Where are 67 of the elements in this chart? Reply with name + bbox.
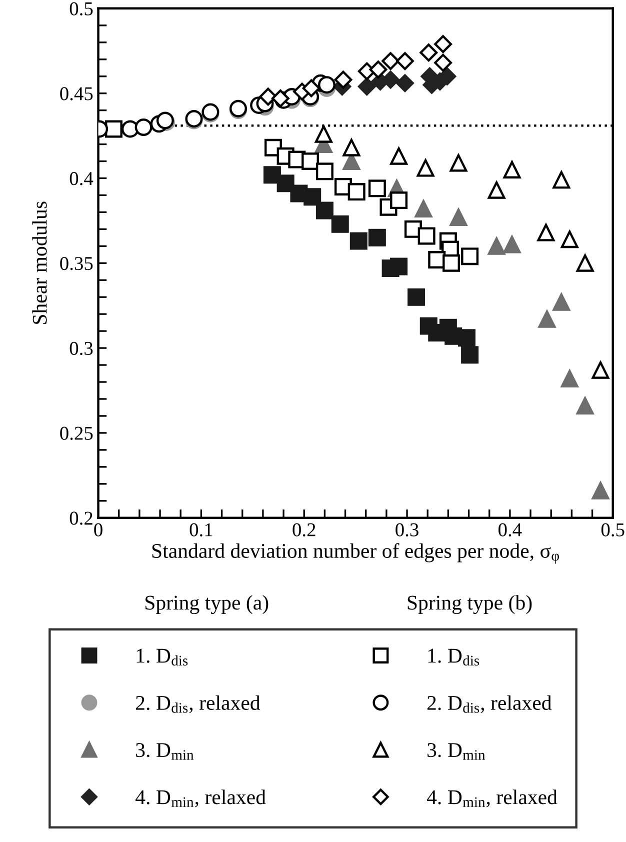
- point: [434, 35, 452, 54]
- point: [331, 215, 349, 233]
- point: [369, 60, 388, 79]
- x-tick-label: 0.2: [292, 523, 316, 536]
- legend-label: 1. D$_{dis}$: [428, 648, 480, 666]
- legend-label: 4. D$_{min}$, relaxed: [135, 790, 266, 808]
- point: [259, 88, 278, 106]
- point: [576, 397, 594, 415]
- point: [552, 293, 570, 311]
- legend-label: 3. D$_{min}$: [428, 743, 486, 760]
- text: Spring type (b): [408, 595, 532, 614]
- point: [442, 254, 460, 272]
- y-axis-title: Shear modulus: [32, 202, 47, 324]
- legend-label: 2. D$_{dis}$, relaxed: [427, 695, 552, 713]
- point: [276, 174, 294, 192]
- point: [368, 180, 386, 198]
- point: [408, 288, 426, 306]
- point: [318, 76, 336, 94]
- point: [316, 162, 334, 180]
- point: [382, 52, 400, 70]
- point: [390, 192, 408, 210]
- point: [560, 370, 578, 388]
- point: [104, 120, 122, 138]
- point: [314, 125, 332, 143]
- x-tick-label: 0: [94, 523, 102, 536]
- point: [368, 228, 386, 246]
- point: [592, 482, 610, 500]
- point: [348, 183, 366, 201]
- point: [396, 52, 414, 70]
- point: [302, 79, 320, 98]
- point: [488, 237, 506, 255]
- x-tick-label: 0.1: [190, 523, 212, 536]
- y-tick-label: 0.2: [70, 512, 92, 525]
- point: [458, 329, 476, 347]
- point: [503, 236, 521, 254]
- y-tick-label: 0.25: [60, 426, 93, 440]
- point: [302, 152, 320, 170]
- point: [358, 78, 376, 96]
- x-tick-label: 0.4: [498, 523, 522, 536]
- y-tick-label: 0.5: [70, 2, 93, 16]
- point: [263, 166, 281, 184]
- point: [461, 248, 479, 266]
- x-axis-title: Standard deviation number of edges per node, σ$_{φ}$: [152, 543, 560, 564]
- y-tick-label: 0.4: [70, 172, 94, 186]
- point: [304, 188, 322, 206]
- point: [390, 258, 408, 276]
- point: [414, 200, 432, 218]
- point: [538, 310, 556, 328]
- point: [316, 202, 334, 220]
- point: [434, 54, 452, 72]
- legend-label: 2. D$_{dis}$, relaxed: [136, 695, 260, 713]
- legend-label: 4. D$_{min}$, relaxed: [426, 790, 558, 808]
- point: [420, 44, 438, 62]
- legend-label: 1. D$_{dis}$: [136, 648, 188, 666]
- x-tick-label: 0.3: [396, 523, 418, 536]
- y-tick-label: 0.35: [60, 256, 93, 270]
- legend-label: 3. D$_{min}$: [136, 743, 194, 760]
- y-tick-label: 0.3: [70, 342, 93, 356]
- text: Spring type (a): [145, 595, 268, 614]
- point: [334, 70, 352, 89]
- point: [418, 227, 436, 245]
- point: [396, 74, 414, 92]
- point: [450, 208, 468, 226]
- point: [461, 346, 479, 364]
- x-tick-label: 0.5: [601, 523, 624, 536]
- y-tick-label: 0.45: [60, 87, 93, 100]
- point: [350, 232, 368, 250]
